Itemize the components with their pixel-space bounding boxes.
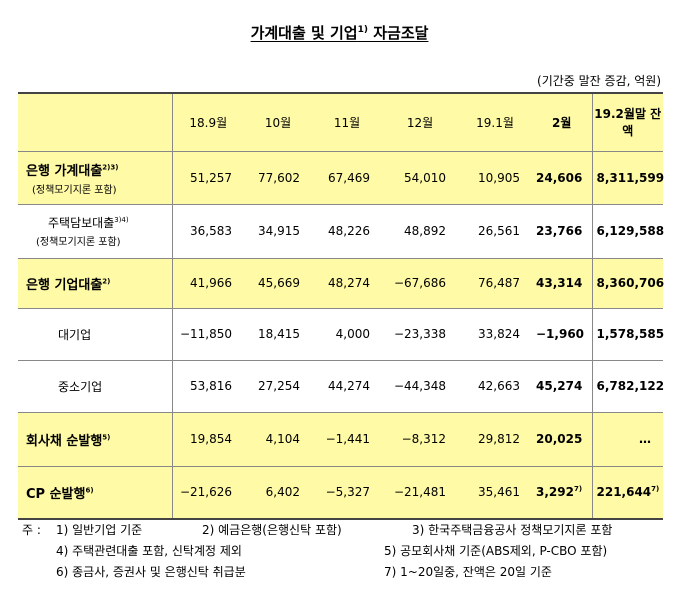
table-cell: 77,602 [244, 150, 312, 205]
col-header: 11월 [312, 92, 382, 152]
footnote-prefix: 주 : [22, 523, 41, 537]
table-cell: 23,766 [532, 203, 592, 259]
table-row: 은행 가계대출2)3) (정책모기지론 포함) 51,257 77,602 67… [18, 150, 664, 205]
table-cell: 53,816 [172, 359, 244, 413]
table-cell: 221,6447) [591, 465, 663, 520]
row-label: 주택담보대출3)4) (정책모기지론 포함) [18, 203, 173, 259]
table-cell: 4,000 [312, 307, 382, 361]
table-cell: 43,314 [532, 257, 592, 309]
footnotes: 주 : 1) 일반기업 기준 2) 예금은행(은행신탁 포함) 3) 한국주택금… [22, 520, 612, 583]
footnote: 3) 한국주택금융공사 정책모기지론 포함 [412, 523, 613, 537]
table-cell: 76,487 [458, 257, 532, 309]
table-cell: 10,905 [458, 150, 532, 205]
table-cell: −1,441 [312, 411, 382, 467]
document-title: 가계대출 및 기업1) 자금조달 [250, 24, 429, 42]
table-cell: −21,626 [172, 465, 244, 520]
row-label: 은행 기업대출2) [18, 257, 173, 309]
table-cell: 51,257 [172, 150, 244, 205]
table-cell: 29,812 [458, 411, 532, 467]
table-cell: 26,561 [458, 203, 532, 259]
footnote: 2) 예금은행(은행신탁 포함) [202, 523, 342, 537]
unit-label: (기간중 말잔 증감, 억원) [537, 74, 661, 88]
table-cell: 6,782,122 [591, 359, 664, 413]
table-cell: −1,960 [532, 307, 592, 361]
table-cell: 27,254 [244, 359, 312, 413]
table-cell: 48,892 [382, 203, 458, 259]
table-row: 은행 기업대출2) 41,966 45,669 48,274 −67,686 7… [18, 257, 664, 309]
table-cell: −11,850 [172, 307, 244, 361]
table-cell: 67,469 [312, 150, 382, 205]
table-row: 대기업 −11,850 18,415 4,000 −23,338 33,824 … [18, 307, 664, 361]
row-label: CP 순발행6) [18, 465, 173, 520]
header-empty-cell [18, 92, 173, 152]
col-header: 12월 [382, 92, 458, 152]
table-cell: −44,348 [382, 359, 458, 413]
table-cell: 8,360,706 [591, 257, 664, 309]
table-header-row: 18.9월 10월 11월 12월 19.1월 2월 19.2월말 잔액 [18, 92, 663, 152]
col-header: 19.2월말 잔액 [591, 92, 663, 152]
table-row: CP 순발행6) −21,626 6,402 −5,327 −21,481 35… [18, 465, 663, 520]
table-cell: −5,327 [312, 465, 382, 520]
table-cell: … [591, 411, 663, 467]
table-cell: −67,686 [382, 257, 458, 309]
table-cell: 48,226 [312, 203, 382, 259]
table-cell: 45,274 [532, 359, 592, 413]
col-header: 18.9월 [172, 92, 244, 152]
row-label: 회사채 순발행5) [18, 411, 173, 467]
footnote: 6) 종금사, 증권사 및 은행신탁 취급분 [56, 565, 246, 579]
table-cell: 41,966 [172, 257, 244, 309]
table-cell: 6,129,588 [591, 203, 664, 259]
footnote: 1) 일반기업 기준 [56, 523, 143, 537]
table-cell: 54,010 [382, 150, 458, 205]
table-cell: 24,606 [532, 150, 592, 205]
footnote: 4) 주택관련대출 포함, 신탁계정 제외 [56, 544, 242, 558]
col-header: 10월 [244, 92, 312, 152]
table-cell: 8,311,599 [591, 150, 664, 205]
table-cell: 4,104 [244, 411, 312, 467]
table-cell: 45,669 [244, 257, 312, 309]
table-cell: −8,312 [382, 411, 458, 467]
row-label: 중소기업 [18, 359, 173, 413]
table-cell: 1,578,585 [591, 307, 664, 361]
footnote: 7) 1~20일중, 잔액은 20일 기준 [384, 565, 552, 579]
row-label: 은행 가계대출2)3) (정책모기지론 포함) [18, 150, 173, 205]
table-cell: 33,824 [458, 307, 532, 361]
table-cell: 35,461 [458, 465, 532, 520]
table-cell: 6,402 [244, 465, 312, 520]
table-cell: 36,583 [172, 203, 244, 259]
table-cell: 18,415 [244, 307, 312, 361]
table-cell: 48,274 [312, 257, 382, 309]
footnote: 5) 공모회사채 기준(ABS제외, P-CBO 포함) [384, 544, 608, 558]
table-cell: 3,2927) [532, 465, 592, 520]
table-row: 회사채 순발행5) 19,854 4,104 −1,441 −8,312 29,… [18, 411, 663, 467]
table-cell: 20,025 [532, 411, 592, 467]
row-label: 대기업 [18, 307, 173, 361]
table-cell: 42,663 [458, 359, 532, 413]
table-cell: 44,274 [312, 359, 382, 413]
table-cell: 34,915 [244, 203, 312, 259]
col-header: 2월 [532, 92, 592, 152]
col-header: 19.1월 [458, 92, 532, 152]
table-cell: −21,481 [382, 465, 458, 520]
loan-funding-table: 18.9월 10월 11월 12월 19.1월 2월 19.2월말 잔액 은행 … [18, 92, 664, 520]
table-cell: −23,338 [382, 307, 458, 361]
table-cell: 19,854 [172, 411, 244, 467]
table-row: 주택담보대출3)4) (정책모기지론 포함) 36,583 34,915 48,… [18, 203, 664, 259]
table-row: 중소기업 53,816 27,254 44,274 −44,348 42,663… [18, 359, 664, 413]
